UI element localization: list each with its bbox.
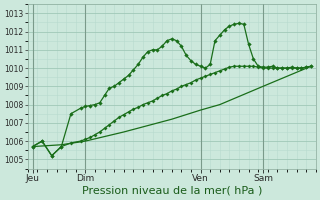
X-axis label: Pression niveau de la mer( hPa ): Pression niveau de la mer( hPa ) [82, 186, 262, 196]
